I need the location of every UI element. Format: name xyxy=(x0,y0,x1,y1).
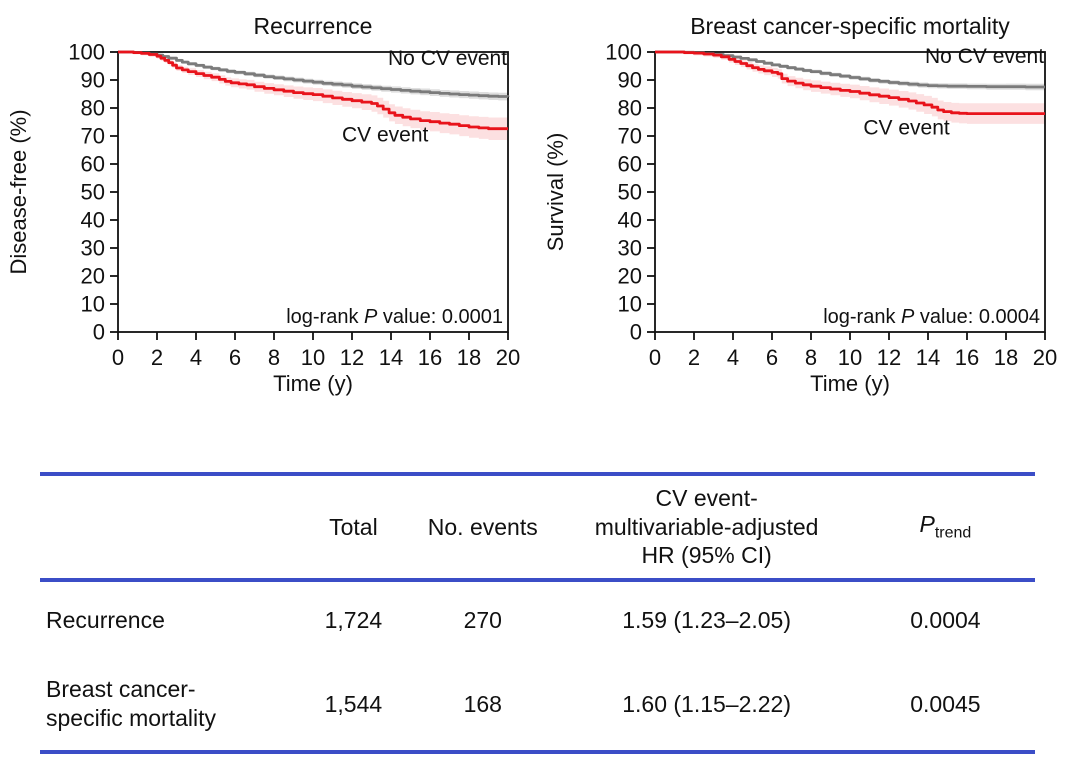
x-tick-label: 18 xyxy=(994,345,1018,370)
x-tick-label: 12 xyxy=(340,345,364,370)
header-hr: CV event- multivariable-adjusted HR (95%… xyxy=(594,484,819,569)
x-tick-label: 16 xyxy=(418,345,442,370)
row-hr: 1.59 (1.23–2.05) xyxy=(622,606,792,633)
x-tick-label: 10 xyxy=(301,345,325,370)
y-tick-label: 90 xyxy=(81,68,105,93)
y-axis-label: Disease-free (%) xyxy=(6,109,31,274)
y-tick-label: 80 xyxy=(618,96,642,121)
km-line-cv-event xyxy=(655,50,1045,115)
y-axis-label: Survival (%) xyxy=(543,133,568,252)
row-no-events: 168 xyxy=(463,690,502,717)
table-row-recurrence: Recurrence 1,724 270 1.59 (1.23–2.05) 0.… xyxy=(40,582,1035,658)
y-tick-label: 30 xyxy=(618,236,642,261)
row-hr: 1.60 (1.15–2.22) xyxy=(622,690,792,717)
km-chart-bcsm: 0 10 20 30 40 50 60 70 80 90 100 0 2 4 6 8 10 12 14 16 18 20 N… xyxy=(543,13,1057,396)
series-label: No CV event xyxy=(925,45,1044,68)
ci-band-no-cv-event xyxy=(118,52,508,101)
series-label: CV event xyxy=(863,117,950,140)
row-label: Recurrence xyxy=(46,606,165,633)
y-tick-label: 0 xyxy=(630,320,642,345)
x-tick-label: 2 xyxy=(688,345,700,370)
x-axis-label: Time (y) xyxy=(810,371,890,396)
x-tick-label: 10 xyxy=(838,345,862,370)
y-tick-label: 10 xyxy=(81,292,105,317)
km-line-no-cv-event xyxy=(118,50,510,98)
y-tick-label: 60 xyxy=(81,152,105,177)
row-p-trend: 0.0004 xyxy=(910,606,981,633)
row-no-events: 270 xyxy=(463,606,502,633)
x-tick-label: 2 xyxy=(151,345,163,370)
x-tick-label: 14 xyxy=(916,345,940,370)
y-tick-label: 70 xyxy=(618,124,642,149)
y-tick-label: 100 xyxy=(68,40,105,65)
log-rank-annotation: log-rank P value: 0.0004 xyxy=(823,306,1040,328)
y-tick-label: 70 xyxy=(81,124,105,149)
row-total: 1,544 xyxy=(324,690,383,717)
x-tick-label: 16 xyxy=(955,345,979,370)
series-label: No CV event xyxy=(388,47,507,70)
y-tick-label: 10 xyxy=(618,292,642,317)
y-tick-label: 50 xyxy=(618,180,642,205)
x-tick-label: 8 xyxy=(805,345,817,370)
x-tick-label: 4 xyxy=(727,345,739,370)
y-tick-label: 80 xyxy=(81,96,105,121)
chart-title: Breast cancer-specific mortality xyxy=(690,13,1010,39)
y-tick-label: 100 xyxy=(605,40,642,65)
row-label: Breast cancer- specific mortality xyxy=(46,676,216,731)
x-tick-label: 20 xyxy=(1033,345,1057,370)
km-line-no-cv-event xyxy=(655,50,1045,89)
header-p-trend: Ptrend xyxy=(856,510,1035,544)
header-no-events: No. events xyxy=(427,513,538,540)
km-chart-recurrence: 0 10 20 30 40 50 60 70 80 90 100 0 2 4 6 8 10 12 14 16 18 20 N… xyxy=(6,13,520,396)
x-tick-label: 20 xyxy=(496,345,520,370)
series-label: CV event xyxy=(342,124,429,147)
x-tick-label: 4 xyxy=(190,345,202,370)
header-total: Total xyxy=(329,513,378,540)
p-trend-subscript: trend xyxy=(934,524,972,542)
row-p-trend: 0.0045 xyxy=(910,690,981,717)
y-tick-label: 60 xyxy=(618,152,642,177)
x-tick-label: 8 xyxy=(268,345,280,370)
x-axis-label: Time (y) xyxy=(273,371,353,396)
row-total: 1,724 xyxy=(324,606,383,633)
x-tick-label: 18 xyxy=(457,345,481,370)
x-tick-label: 0 xyxy=(649,345,661,370)
x-tick-label: 0 xyxy=(112,345,124,370)
table-row-bcsm: Breast cancer- specific mortality 1,544 … xyxy=(40,658,1035,750)
chart-title: Recurrence xyxy=(254,13,373,39)
summary-table-header-row: Total No. events CV event- multivariable… xyxy=(40,476,1035,582)
x-tick-label: 6 xyxy=(229,345,241,370)
p-trend-symbol: P xyxy=(919,511,935,538)
x-tick-label: 6 xyxy=(766,345,778,370)
km-line-cv-event xyxy=(118,50,508,131)
y-tick-label: 50 xyxy=(81,180,105,205)
log-rank-annotation: log-rank P value: 0.0001 xyxy=(286,306,503,328)
y-tick-label: 30 xyxy=(81,236,105,261)
summary-table: Total No. events CV event- multivariable… xyxy=(40,472,1035,754)
y-tick-label: 20 xyxy=(81,264,105,289)
x-tick-label: 12 xyxy=(877,345,901,370)
y-tick-label: 40 xyxy=(81,208,105,233)
x-tick-label: 14 xyxy=(379,345,403,370)
y-tick-label: 90 xyxy=(618,68,642,93)
y-tick-label: 0 xyxy=(93,320,105,345)
y-tick-label: 20 xyxy=(618,264,642,289)
y-tick-label: 40 xyxy=(618,208,642,233)
